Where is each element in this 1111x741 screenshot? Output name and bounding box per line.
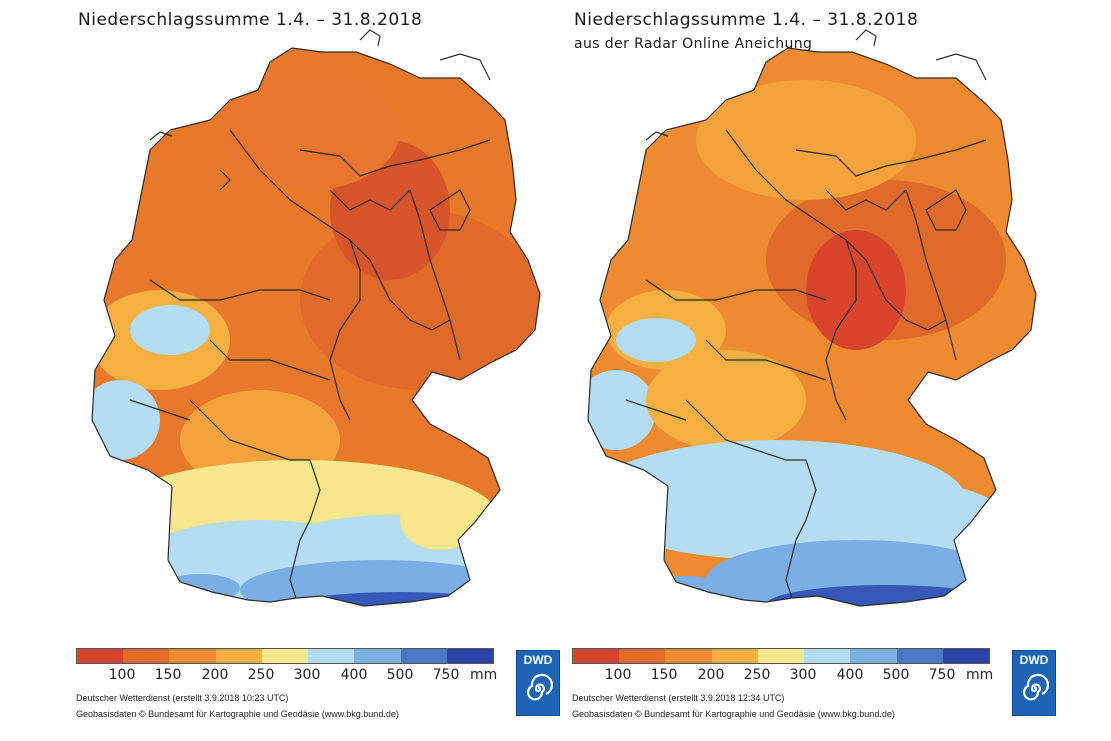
legend-tick-label: 150 (154, 667, 182, 683)
map-title: Niederschlagssumme 1.4. – 31.8.2018 (574, 10, 919, 30)
precip-legend: 100 150 200 250 300 400 500 750 mm (572, 648, 994, 684)
legend-swatch (804, 649, 851, 663)
legend-tick-label: 200 (201, 667, 229, 683)
legend-color-bar (76, 648, 494, 664)
legend-tick-label: 250 (247, 667, 275, 683)
legend-swatch (123, 649, 170, 663)
geodata-credit: Geobasisdaten © Bundesamt für Kartograph… (76, 709, 399, 719)
legend-swatch (308, 649, 355, 663)
legend-tick-label: 400 (836, 667, 864, 683)
legend-tick-label: 100 (108, 667, 136, 683)
legend-swatch (354, 649, 401, 663)
geodata-credit: Geobasisdaten © Bundesamt für Kartograph… (572, 709, 895, 719)
dwd-spiral-icon (526, 673, 553, 701)
state-borders (91, 47, 541, 607)
state-borders (587, 47, 1037, 607)
legend-swatch (757, 649, 805, 663)
coastline-islands (645, 29, 987, 141)
dwd-logo: DWD (1012, 650, 1056, 716)
coastline-islands (149, 29, 491, 141)
legend-swatch (573, 649, 620, 663)
legend-tick-label: 500 (386, 667, 414, 683)
legend-swatch (619, 649, 666, 663)
legend-swatch (169, 649, 216, 663)
legend-tick-labels: 100 150 200 250 300 400 500 750 mm (572, 664, 994, 684)
legend-tick-label: 300 (789, 667, 817, 683)
legend-unit: mm (966, 667, 994, 683)
legend-swatch (665, 649, 712, 663)
legend-swatch (261, 649, 309, 663)
precip-map-panel-station: Niederschlagssumme 1.4. – 31.8.2018 (60, 0, 580, 741)
legend-tick-label: 150 (650, 667, 678, 683)
legend-swatch (896, 649, 943, 663)
precip-map-panel-radar: Niederschlagssumme 1.4. – 31.8.2018 aus … (556, 0, 1076, 741)
credit-line: Deutscher Wetterdienst (erstellt 3.9.201… (76, 693, 289, 703)
legend-tick-label: 750 (928, 667, 956, 683)
dwd-logo: DWD (516, 650, 560, 716)
legend-tick-label: 500 (882, 667, 910, 683)
legend-tick-label: 750 (432, 667, 460, 683)
dwd-spiral-icon (1022, 673, 1049, 701)
legend-swatch (850, 649, 897, 663)
legend-swatch (942, 649, 989, 663)
germany-precip-map-radar (587, 29, 1037, 607)
legend-swatch (77, 649, 124, 663)
legend-tick-label: 200 (697, 667, 725, 683)
legend-tick-label: 400 (340, 667, 368, 683)
map-subtitle: aus der Radar Online Aneichung (574, 36, 813, 52)
dwd-logo-text: DWD (1019, 653, 1049, 667)
legend-color-bar (572, 648, 990, 664)
legend-swatch (400, 649, 447, 663)
legend-tick-labels: 100 150 200 250 300 400 500 750 mm (76, 664, 498, 684)
legend-tick-label: 300 (293, 667, 321, 683)
germany-precip-map (91, 29, 541, 607)
legend-tick-label: 250 (743, 667, 771, 683)
legend-tick-label: 100 (604, 667, 632, 683)
legend-unit: mm (470, 667, 498, 683)
legend-swatch (215, 649, 262, 663)
legend-swatch (446, 649, 493, 663)
credit-line: Deutscher Wetterdienst (erstellt 3.9.201… (572, 693, 785, 703)
precip-legend: 100 150 200 250 300 400 500 750 mm (76, 648, 498, 684)
map-title: Niederschlagssumme 1.4. – 31.8.2018 (78, 10, 423, 30)
precip-fill (588, 48, 1036, 606)
dwd-logo-text: DWD (523, 653, 553, 667)
legend-swatch (711, 649, 758, 663)
precip-fill (92, 48, 540, 606)
